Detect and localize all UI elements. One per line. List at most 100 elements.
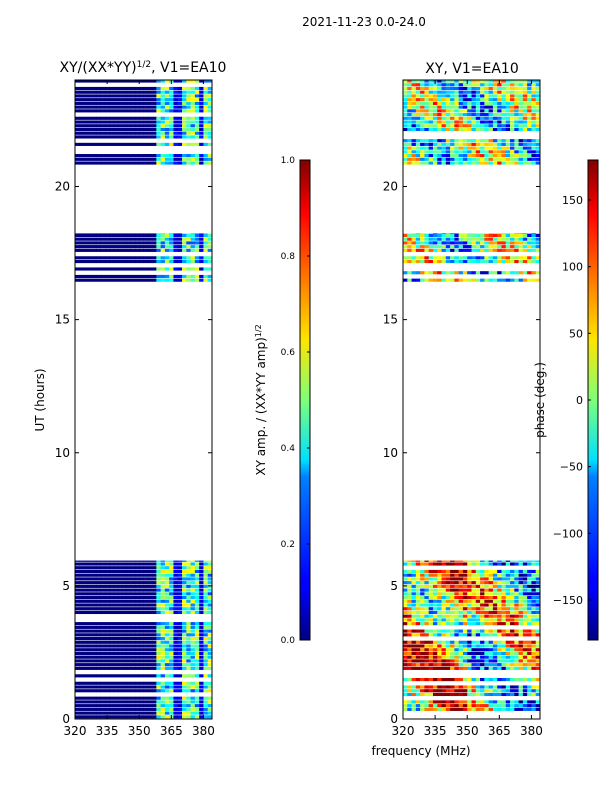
heatmap-cell [475, 161, 481, 165]
heatmap-cell [527, 157, 532, 161]
heatmap-cell [143, 256, 149, 260]
heatmap-cell [475, 83, 481, 87]
heatmap-cell [152, 629, 157, 633]
heatmap-cell [462, 248, 468, 252]
heatmap-cell [156, 689, 161, 693]
heatmap-cell [122, 603, 127, 607]
heatmap-cell [126, 267, 131, 271]
heatmap-cell [475, 142, 481, 146]
heatmap-cell [488, 666, 494, 670]
heatmap-cell [79, 101, 84, 105]
heatmap-cell [518, 610, 524, 615]
heatmap-cell [403, 259, 408, 264]
heatmap-cell [501, 256, 507, 260]
heatmap-cell [531, 651, 537, 656]
heatmap-cell [173, 584, 179, 588]
heatmap-cell [488, 614, 494, 618]
heatmap-cell [199, 101, 204, 105]
heatmap-cell [484, 633, 489, 637]
heatmap-cell [445, 655, 451, 659]
heatmap-cell [501, 577, 507, 581]
heatmap-cell [182, 101, 187, 105]
heatmap-cell [510, 98, 515, 102]
heatmap-cell [454, 233, 459, 238]
heatmap-cell [462, 655, 468, 659]
heatmap-cell [441, 161, 447, 165]
heatmap-cell [424, 700, 429, 704]
heatmap-cell [407, 94, 412, 98]
heatmap-cell [147, 584, 153, 588]
heatmap-cell [480, 113, 485, 117]
heatmap-cell [203, 154, 209, 158]
heatmap-cell [104, 640, 110, 644]
heatmap-cell [531, 704, 537, 708]
heatmap-cell [207, 704, 213, 708]
heatmap-cell [535, 659, 541, 663]
heatmap-cell [207, 659, 213, 663]
heatmap-cell [130, 592, 136, 596]
heatmap-cell [100, 248, 106, 252]
heatmap-cell [527, 127, 532, 132]
heatmap-cell [194, 80, 200, 83]
heatmap-cell [79, 689, 84, 693]
heatmap-cell [432, 101, 438, 105]
heatmap-cell [420, 259, 425, 264]
heatmap-cell [186, 640, 191, 644]
heatmap-cell [432, 584, 438, 588]
heatmap-cell [424, 109, 429, 113]
heatmap-cell [164, 157, 170, 161]
heatmap-cell [104, 663, 110, 667]
heatmap-cell [117, 595, 123, 600]
heatmap-cell [199, 704, 204, 708]
heatmap-cell [156, 105, 161, 109]
heatmap-cell [445, 644, 451, 648]
heatmap-cell [199, 622, 204, 626]
heatmap-cell [122, 116, 127, 120]
heatmap-cell [467, 120, 472, 124]
heatmap-cell [83, 674, 89, 678]
heatmap-cell [505, 618, 511, 622]
heatmap-cell [113, 588, 119, 592]
heatmap-cell [173, 241, 179, 245]
heatmap-cell [445, 700, 451, 704]
heatmap-cell [454, 573, 459, 577]
heatmap-cell [445, 154, 451, 158]
heatmap-cell [203, 651, 209, 656]
heatmap-cell [75, 696, 80, 700]
heatmap-cell [403, 640, 408, 644]
heatmap-cell [173, 267, 179, 271]
heatmap-cell [122, 595, 127, 600]
heatmap-cell [488, 599, 494, 603]
heatmap-cell [415, 105, 421, 109]
heatmap-cell [130, 161, 136, 165]
heatmap-cell [104, 274, 110, 279]
heatmap-cell [407, 233, 412, 234]
heatmap-cell [130, 577, 136, 581]
heatmap-cell [177, 237, 183, 241]
heatmap-cell [484, 599, 489, 603]
heatmap-cell [199, 603, 204, 607]
heatmap-cell [130, 116, 136, 120]
colorbar-tick-label: 0.8 [281, 252, 296, 262]
heatmap-cell [113, 681, 119, 685]
heatmap-cell [104, 233, 110, 238]
heatmap-cell [164, 245, 170, 249]
heatmap-cell [160, 278, 166, 282]
heatmap-cell [424, 241, 429, 245]
heatmap-cell [480, 599, 485, 603]
heatmap-cell [207, 633, 213, 637]
heatmap-cell [420, 595, 425, 600]
heatmap-cell [92, 142, 97, 146]
panel-amplitude-frame [74, 79, 213, 720]
heatmap-cell [173, 651, 179, 656]
heatmap-cell [424, 90, 429, 94]
heatmap-cell [454, 116, 459, 120]
heatmap-cell [437, 113, 442, 117]
heatmap-cell [415, 655, 421, 659]
heatmap-cell [462, 98, 468, 102]
heatmap-cell [407, 157, 412, 161]
heatmap-cell [492, 581, 498, 585]
heatmap-cell [100, 711, 106, 715]
heatmap-cell [100, 274, 106, 279]
heatmap-cell [458, 685, 464, 689]
